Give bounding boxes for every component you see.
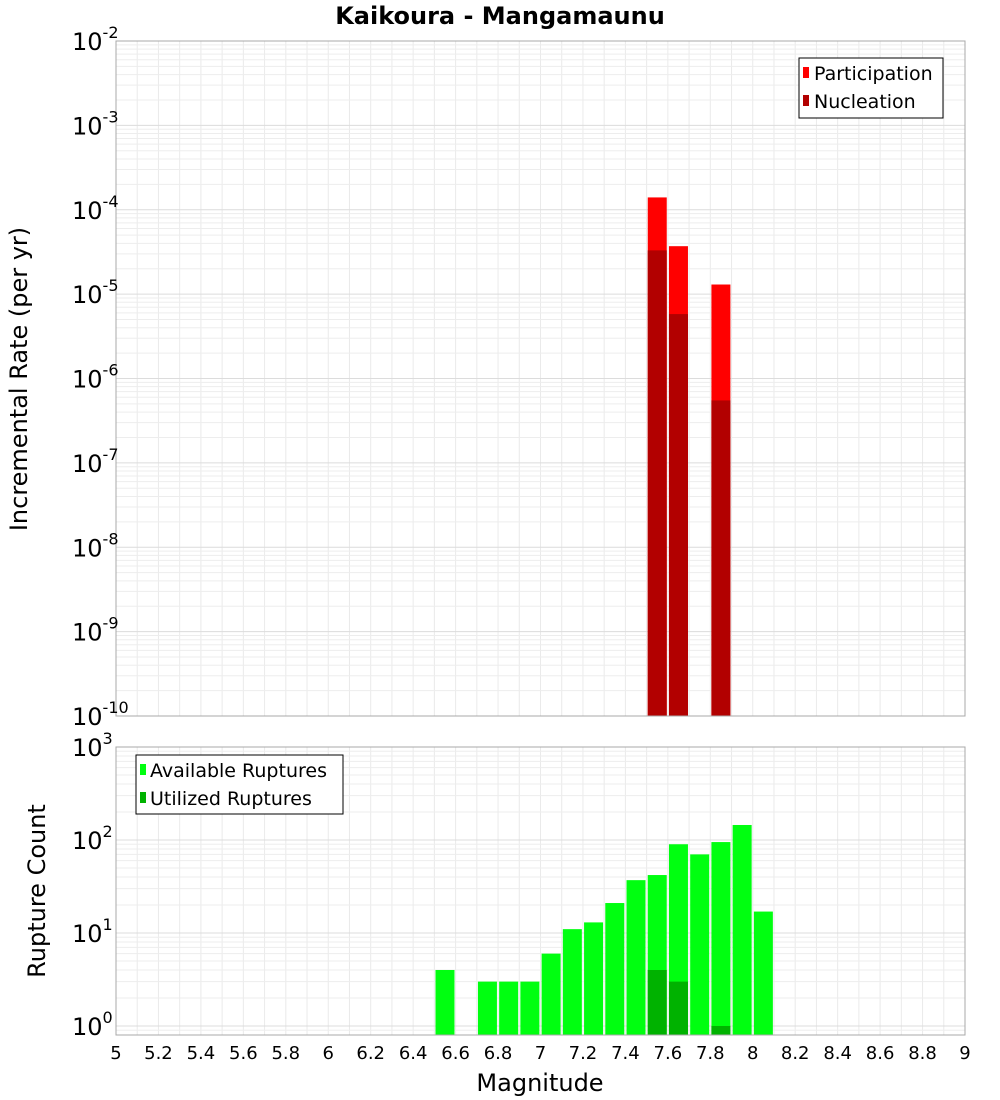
- x-tick-label: 5.4: [187, 1043, 216, 1064]
- bottom-bar-utilized-ruptures: [711, 1025, 731, 1035]
- top-y-tick-label: 10-7: [72, 445, 119, 478]
- x-tick-label: 7.8: [696, 1043, 725, 1064]
- bottom-bar-available-ruptures: [435, 969, 455, 1035]
- bottom-bar-available-ruptures: [477, 981, 497, 1035]
- top-y-tick-label: 10-8: [72, 529, 119, 562]
- bottom-bar-utilized-ruptures: [668, 981, 688, 1035]
- x-tick-label: 7.2: [569, 1043, 598, 1064]
- x-tick-label: 6.8: [484, 1043, 513, 1064]
- legend-label-participation: Participation: [814, 63, 933, 85]
- bottom-bar-utilized-ruptures: [647, 969, 667, 1035]
- bottom-y-tick-label: 103: [72, 729, 113, 762]
- top-plot-frame: [115, 40, 966, 717]
- bottom-bar-available-ruptures: [753, 911, 773, 1035]
- x-axis-title: Magnitude: [476, 1069, 603, 1097]
- x-tick-label: 5: [110, 1043, 121, 1064]
- chart-title: Kaikoura - Mangamaunu: [335, 2, 665, 30]
- legend-swatch-participation: [803, 67, 809, 78]
- x-tick-label: 6.2: [356, 1043, 385, 1064]
- top-legend: Participation Nucleation: [798, 57, 944, 119]
- bottom-bar-available-ruptures: [690, 854, 710, 1035]
- bottom-bar-available-ruptures: [499, 981, 519, 1035]
- legend-label-nucleation: Nucleation: [814, 91, 916, 113]
- top-y-tick-label: 10-5: [72, 276, 119, 309]
- x-tick-label: 5.6: [229, 1043, 258, 1064]
- bottom-bar-available-ruptures: [711, 842, 731, 1035]
- bottom-y-axis-title: Rupture Count: [23, 804, 51, 978]
- top-y-tick-label: 10-9: [72, 614, 119, 647]
- bottom-bar-available-ruptures: [520, 981, 540, 1035]
- bottom-bar-available-ruptures: [541, 953, 561, 1035]
- legend-swatch-available: [140, 764, 146, 775]
- top-plot-grid: [115, 41, 966, 717]
- legend-label-available: Available Ruptures: [150, 760, 327, 782]
- top-y-axis-title: Incremental Rate (per yr): [5, 227, 33, 531]
- x-tick-label: 6: [323, 1043, 334, 1064]
- x-tick-label: 8.4: [823, 1043, 852, 1064]
- x-tick-label: 5.8: [271, 1043, 300, 1064]
- x-tick-label: 7: [535, 1043, 546, 1064]
- bottom-y-tick-label: 100: [72, 1008, 113, 1041]
- bottom-y-tick-label: 101: [72, 915, 113, 948]
- legend-swatch-utilized: [140, 792, 146, 803]
- x-tick-label: 5.2: [144, 1043, 173, 1064]
- bottom-legend-box: [135, 754, 344, 815]
- x-tick-label: 7.6: [654, 1043, 683, 1064]
- x-tick-label: 8: [747, 1043, 758, 1064]
- x-tick-label: 6.6: [441, 1043, 470, 1064]
- top-plot-bars: [647, 197, 731, 717]
- x-tick-label: 6.4: [399, 1043, 428, 1064]
- x-tick-label: 7.4: [611, 1043, 640, 1064]
- top-y-tick-label: 10-4: [72, 192, 119, 225]
- x-tick-label: 8.2: [781, 1043, 810, 1064]
- bottom-bar-available-ruptures: [605, 903, 625, 1035]
- top-y-tick-labels: 10-10 10-9 10-8 10-7 10-6 10-5 10-4 10-3 10-2: [72, 23, 129, 731]
- top-y-tick-label: 10-10: [72, 698, 129, 731]
- bottom-bar-available-ruptures: [626, 880, 646, 1035]
- top-y-tick-label: 10-6: [72, 361, 119, 394]
- bottom-plot-bars: [435, 824, 773, 1035]
- top-bar-nucleation: [668, 314, 688, 716]
- top-bar-nucleation: [647, 250, 667, 717]
- x-tick-label: 8.8: [908, 1043, 937, 1064]
- bottom-y-tick-labels: 100 101 102 103: [72, 729, 113, 1041]
- bottom-y-tick-label: 102: [72, 822, 113, 855]
- top-bar-nucleation: [711, 400, 731, 716]
- bottom-bar-available-ruptures: [732, 824, 752, 1035]
- bottom-plot-frame: [115, 746, 966, 1036]
- legend-swatch-nucleation: [803, 95, 809, 106]
- x-tick-label: 8.6: [866, 1043, 895, 1064]
- top-y-tick-label: 10-3: [72, 107, 119, 140]
- top-legend-box: [798, 57, 944, 119]
- x-tick-labels: 5 5.2 5.4 5.6 5.8 6 6.2 6.4 6.6 6.8 7 7.2 7.4 7.6 7.8 8…: [110, 1043, 970, 1064]
- bottom-bar-available-ruptures: [584, 922, 604, 1035]
- x-tick-label: 9: [959, 1043, 970, 1064]
- bottom-legend: Available Ruptures Utilized Ruptures: [135, 754, 344, 815]
- top-y-tick-label: 10-2: [72, 23, 119, 56]
- bottom-bar-available-ruptures: [562, 929, 582, 1035]
- legend-label-utilized: Utilized Ruptures: [150, 788, 312, 810]
